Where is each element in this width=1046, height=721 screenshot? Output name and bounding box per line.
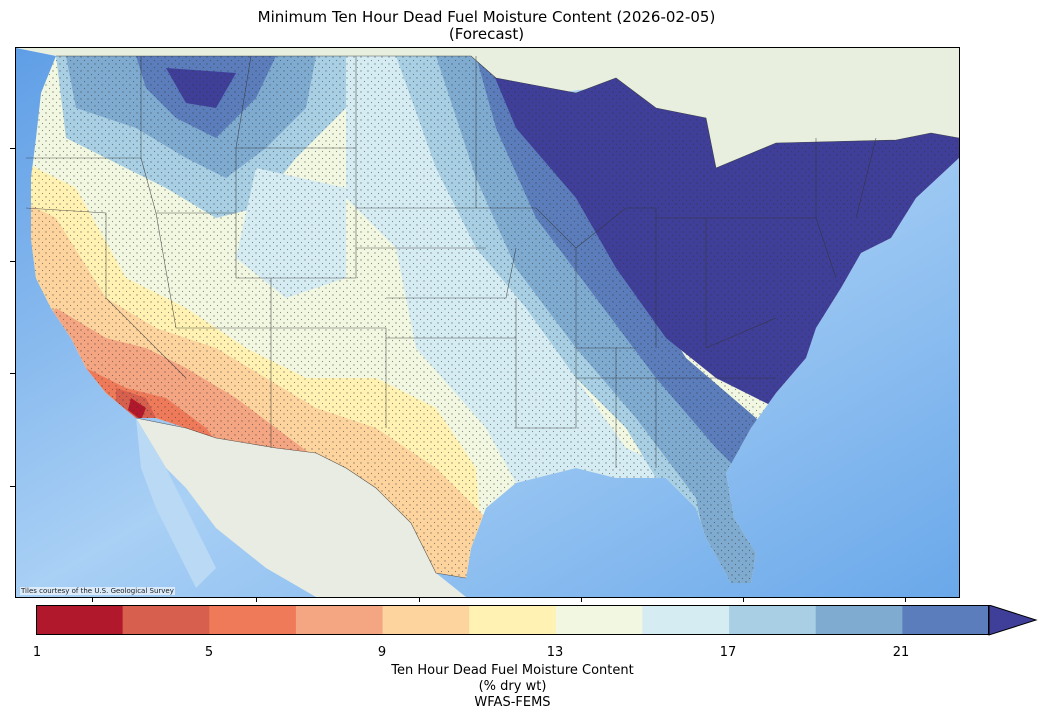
y-axis-tick [10,261,15,262]
colorbar-cell [209,605,297,635]
colorbar-tick-label: 9 [377,645,387,660]
colorbar-cell [295,605,384,635]
colorbar-tick-label: 13 [546,645,564,660]
colorbar-cell [469,605,557,635]
colorbar-cell [642,605,730,635]
colorbar-tick-label: 17 [719,645,737,660]
y-axis-tick [10,486,15,487]
x-axis-tick [905,597,906,602]
map-title: Minimum Ten Hour Dead Fuel Moisture Cont… [257,8,716,26]
mexico-land [136,418,466,597]
colorbar-cell [555,605,643,635]
y-axis-tick [10,148,15,149]
colorbar-cell [902,605,990,635]
x-axis-tick [419,597,420,602]
colorbar-tick-label: 21 [892,645,910,660]
canada-land [16,48,959,168]
x-axis-tick [581,597,582,602]
map-canvas [16,48,959,597]
colorbar-units: (% dry wt) [478,679,547,694]
fuel-moisture-map[interactable]: Tiles courtesy of the U.S. Geological Su… [15,47,960,598]
gulf-of-california [136,418,216,588]
x-axis-tick [256,597,257,602]
colorbar-cell [122,605,210,635]
colorbar-cell [729,605,817,635]
colorbar-title: Ten Hour Dead Fuel Moisture Content [391,663,634,678]
colorbar-tick-label: 1 [32,645,42,660]
colorbar-cell [815,605,903,635]
state-borders [25,55,959,579]
colorbar-cell [36,605,124,635]
colorbar [36,605,1038,636]
colorbar-cell [382,605,470,635]
y-axis-tick [10,373,15,374]
tile-attribution: Tiles courtesy of the U.S. Geological Su… [20,587,175,595]
colorbar-extend-arrow [988,605,1038,636]
colorbar-tick-label: 5 [204,645,214,660]
map-subtitle: (Forecast) [448,25,525,43]
x-axis-tick [92,597,93,602]
x-axis-tick [743,597,744,602]
colorbar-source: WFAS-FEMS [474,695,551,710]
